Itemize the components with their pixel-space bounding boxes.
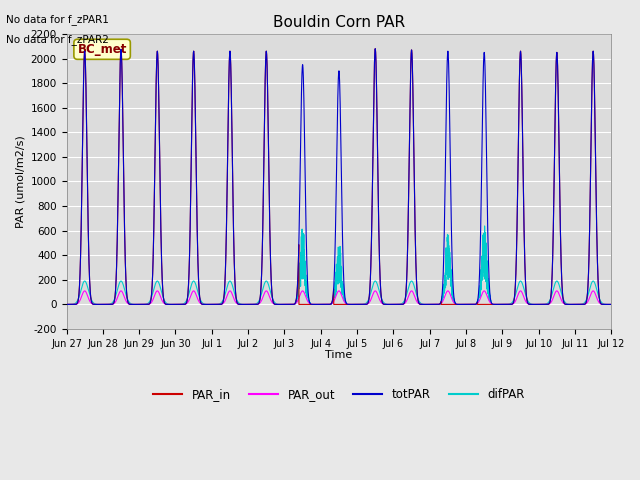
Title: Bouldin Corn PAR: Bouldin Corn PAR — [273, 15, 405, 30]
X-axis label: Time: Time — [325, 350, 353, 360]
Text: BC_met: BC_met — [77, 43, 127, 56]
Legend: PAR_in, PAR_out, totPAR, difPAR: PAR_in, PAR_out, totPAR, difPAR — [148, 384, 530, 406]
Text: No data for f_zPAR1: No data for f_zPAR1 — [6, 14, 109, 25]
Text: No data for f_zPAR2: No data for f_zPAR2 — [6, 34, 109, 45]
Y-axis label: PAR (umol/m2/s): PAR (umol/m2/s) — [15, 135, 25, 228]
